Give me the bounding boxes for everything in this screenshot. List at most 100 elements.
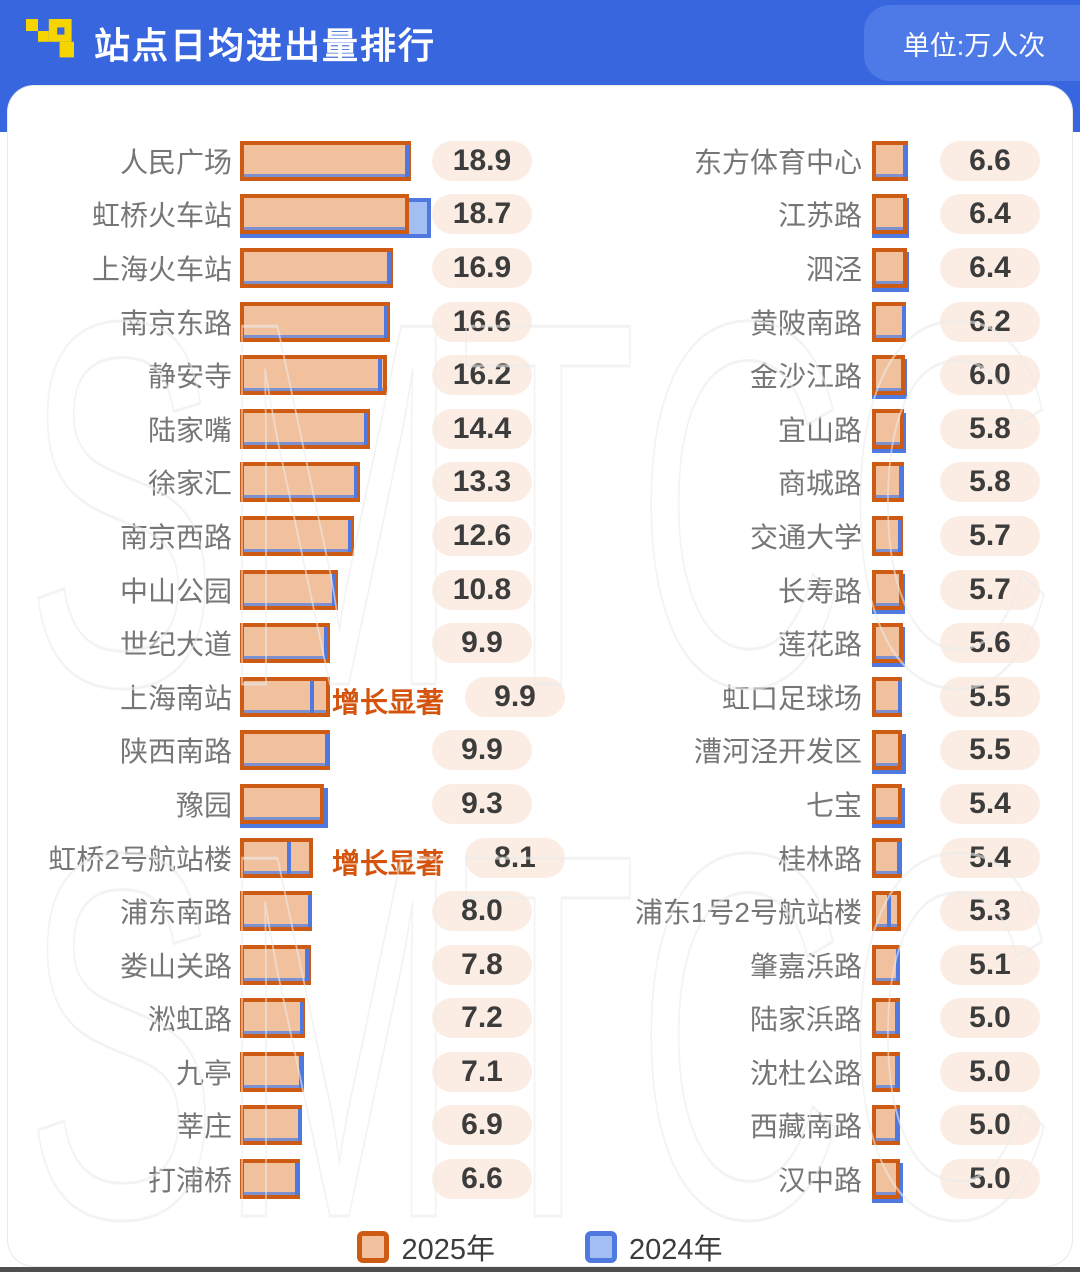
bar-2025 xyxy=(872,569,904,610)
ranking-row: 虹桥火车站 18.7 xyxy=(16,188,532,242)
value-pill: 5.4 xyxy=(940,837,1040,878)
legend-item-2025[interactable]: 2025年 xyxy=(357,1226,495,1266)
value-pill: 16.2 xyxy=(432,355,532,396)
value-pill: 5.7 xyxy=(940,515,1040,556)
ranking-row: 九亭 7.1 xyxy=(16,1045,532,1099)
bar-area xyxy=(872,837,930,878)
bar-2024-edge xyxy=(353,466,358,499)
bar-2025 xyxy=(872,998,900,1039)
value-pill: 5.0 xyxy=(940,1051,1040,1092)
station-label: 桂林路 xyxy=(777,843,862,875)
value-pill: 6.4 xyxy=(940,247,1040,288)
bar-area xyxy=(240,515,424,556)
bar-2024-edge xyxy=(363,412,368,445)
ranking-row: 上海南站 增长显著 9.9 xyxy=(16,670,565,724)
bar-area xyxy=(872,355,930,400)
ranking-row: 人民广场 18.9 xyxy=(16,134,532,188)
bar-2024-edge xyxy=(901,305,906,338)
bar-area xyxy=(240,140,424,181)
value-pill: 8.1 xyxy=(465,837,565,878)
value-pill: 16.6 xyxy=(432,301,532,342)
bar-2025 xyxy=(240,998,306,1039)
bar-2024-edge xyxy=(896,841,901,874)
ranking-row: 黄陂南路 6.2 xyxy=(560,295,1050,349)
bar-2024-edge xyxy=(387,251,392,284)
value-pill: 5.8 xyxy=(940,462,1040,503)
value-pill: 18.9 xyxy=(432,140,532,181)
bar-2025 xyxy=(240,569,338,610)
bar-2025 xyxy=(240,944,311,985)
bar-area xyxy=(240,1159,424,1200)
ranking-row: 肇嘉浜路 5.1 xyxy=(560,938,1050,992)
bar-2024-edge xyxy=(897,680,902,713)
station-label: 上海南站 xyxy=(119,682,232,714)
bar-area xyxy=(872,140,930,181)
bar-area xyxy=(872,569,930,614)
bar-2024-edge xyxy=(895,1109,899,1142)
bar-2025 xyxy=(240,247,393,288)
bar-2024-edge xyxy=(895,948,900,981)
value-pill: 6.4 xyxy=(940,194,1040,235)
bar-2024-edge xyxy=(886,895,891,928)
ranking-column-right: 东方体育中心 6.6 江苏路 6.4 泗泾 6.4 黄陂南路 6.2 金沙江路 6.0 宜山路 5.8… xyxy=(560,134,1050,1206)
bar-2024-edge xyxy=(300,1002,305,1035)
bar-2024-edge xyxy=(310,680,315,713)
bar-area xyxy=(872,408,930,453)
bar-area xyxy=(872,944,930,985)
station-label: 南京东路 xyxy=(119,307,232,339)
value-pill: 10.8 xyxy=(432,569,532,610)
value-pill: 7.1 xyxy=(432,1051,532,1092)
station-label: 漕河泾开发区 xyxy=(693,736,862,768)
legend-item-2024[interactable]: 2024年 xyxy=(585,1226,723,1266)
station-label: 浦东南路 xyxy=(119,897,232,929)
value-pill: 16.9 xyxy=(432,247,532,288)
bar-area xyxy=(872,462,930,503)
station-label: 汉中路 xyxy=(777,1165,862,1197)
bar-2024-edge xyxy=(307,895,312,928)
bar-area: 增长显著 xyxy=(240,837,444,879)
station-label: 陆家浜路 xyxy=(749,1004,862,1036)
value-pill: 6.2 xyxy=(940,301,1040,342)
bar-area xyxy=(872,783,930,828)
ranking-row: 西藏南路 5.0 xyxy=(560,1099,1050,1153)
ranking-row: 汉中路 5.0 xyxy=(560,1152,1050,1206)
ranking-row: 淞虹路 7.2 xyxy=(16,992,532,1046)
bar-2024-edge xyxy=(299,1055,304,1088)
bar-2025 xyxy=(240,623,330,664)
station-label: 肇嘉浜路 xyxy=(749,950,862,982)
bar-area xyxy=(240,1105,424,1146)
bar-2025 xyxy=(240,515,354,556)
station-label: 西藏南路 xyxy=(749,1111,862,1143)
bar-2024-edge xyxy=(323,627,328,660)
value-pill: 5.5 xyxy=(940,730,1040,771)
bar-2025 xyxy=(240,462,361,503)
bar-2025 xyxy=(240,891,313,932)
chart-legend: 2025年 2024年 xyxy=(8,1226,1072,1266)
ranking-row: 世纪大道 9.9 xyxy=(16,616,532,670)
bar-2024-edge xyxy=(286,841,291,874)
ranking-row: 交通大学 5.7 xyxy=(560,509,1050,563)
ranking-row: 金沙江路 6.0 xyxy=(560,348,1050,402)
value-pill: 8.0 xyxy=(432,891,532,932)
bar-2025 xyxy=(872,408,904,449)
bar-area xyxy=(872,998,930,1039)
value-pill: 12.6 xyxy=(432,515,532,556)
value-pill: 5.7 xyxy=(940,569,1040,610)
ranking-row: 商城路 5.8 xyxy=(560,456,1050,510)
station-label: 人民广场 xyxy=(119,146,232,178)
bar-area xyxy=(240,194,431,239)
bar-area xyxy=(872,623,930,668)
value-pill: 5.0 xyxy=(940,998,1040,1039)
station-label: 长寿路 xyxy=(777,575,862,607)
bar-2025 xyxy=(240,355,387,396)
bar-2025 xyxy=(240,837,314,878)
ranking-row: 莲花路 5.6 xyxy=(560,616,1050,670)
station-label: 莘庄 xyxy=(175,1111,232,1143)
ranking-row: 中山公园 10.8 xyxy=(16,563,532,617)
bar-2025 xyxy=(240,408,371,449)
value-pill: 9.3 xyxy=(432,783,532,824)
ranking-row: 静安寺 16.2 xyxy=(16,348,532,402)
bar-2024-edge xyxy=(903,144,908,177)
bar-area xyxy=(240,408,424,449)
growth-annotation: 增长显著 xyxy=(332,686,445,718)
